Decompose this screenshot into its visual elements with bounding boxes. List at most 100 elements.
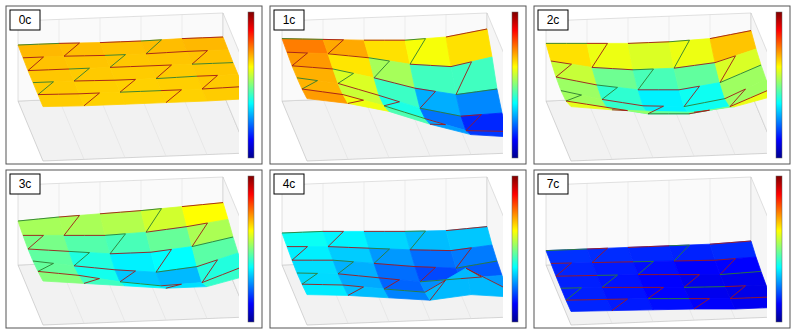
surface-cell <box>110 252 156 272</box>
panel-label: 3c <box>10 174 40 194</box>
label-box <box>538 174 568 194</box>
network-line <box>456 89 497 95</box>
network-line <box>602 99 643 105</box>
chart-root: 0c1c2c3c4c7c <box>0 0 794 333</box>
surface-cell <box>64 55 110 69</box>
surface-cell <box>730 297 767 309</box>
network-line <box>120 91 161 93</box>
network <box>282 29 503 131</box>
network-line <box>297 78 318 89</box>
network-line <box>379 278 400 289</box>
network-line <box>730 89 767 107</box>
network-line <box>297 273 318 284</box>
surface-cell <box>115 79 161 93</box>
network-line <box>456 261 497 268</box>
surface-cell <box>684 287 730 299</box>
network-line <box>592 67 633 69</box>
network-line <box>551 61 572 77</box>
network-line <box>59 215 80 235</box>
network-line <box>674 63 715 69</box>
network-line <box>23 57 44 71</box>
network-line <box>730 297 767 299</box>
panel: 3c <box>6 170 262 328</box>
network-line <box>720 65 761 83</box>
colorbar <box>512 12 518 158</box>
network-line <box>715 259 736 275</box>
surface-cell <box>628 246 674 262</box>
box <box>18 13 239 161</box>
box <box>282 177 503 325</box>
network-line <box>420 279 461 282</box>
network <box>546 241 767 311</box>
network-line <box>161 284 182 288</box>
surface-cell <box>669 244 715 261</box>
box-grid <box>59 99 84 159</box>
panel-label: 1c <box>274 10 304 30</box>
network-line <box>156 76 197 78</box>
network-line <box>633 261 654 274</box>
panel-label: 2c <box>538 10 568 30</box>
panel-frame <box>534 170 790 328</box>
box <box>282 13 503 161</box>
network-line <box>679 275 700 288</box>
surface-cell <box>74 80 120 94</box>
surface <box>282 29 503 137</box>
network-line <box>451 248 472 268</box>
surface-cell <box>192 63 238 77</box>
network-line <box>669 245 690 261</box>
surface-cell <box>302 89 348 103</box>
surface-cell <box>669 39 715 69</box>
network-line <box>607 107 628 110</box>
network-line <box>451 62 472 95</box>
surface-cell <box>587 247 633 262</box>
surface-cell <box>364 231 410 249</box>
surface-cell <box>23 56 69 70</box>
label-box <box>10 10 40 30</box>
surface-cell <box>415 267 461 282</box>
label-box <box>10 174 40 194</box>
surface-cell <box>79 275 125 285</box>
surface-cell <box>156 76 202 90</box>
network-line <box>633 69 654 90</box>
surface-cell <box>59 43 105 57</box>
network-line <box>146 227 187 233</box>
surface-cell <box>466 131 503 137</box>
network-line <box>410 249 451 251</box>
network-line <box>556 275 597 277</box>
surface-cell <box>100 211 146 236</box>
box <box>546 177 767 325</box>
colorbar <box>248 176 254 322</box>
surface-cell <box>146 51 192 65</box>
network-line <box>197 75 218 89</box>
network-line <box>59 43 80 56</box>
network-line <box>292 260 333 261</box>
network-line <box>566 299 607 301</box>
surface-cell <box>546 249 592 263</box>
network-line <box>561 91 582 101</box>
surface-cell <box>566 101 612 110</box>
network-line <box>33 82 54 95</box>
surface-cell <box>638 275 684 288</box>
surface-cell <box>297 273 343 285</box>
network-line <box>202 87 239 89</box>
box-grid <box>182 95 207 155</box>
network-line <box>461 268 482 278</box>
network-line <box>628 42 669 44</box>
network <box>282 227 503 301</box>
network-line <box>187 51 208 65</box>
surface-cell <box>302 284 348 295</box>
surface-cell <box>633 261 679 275</box>
network-line <box>110 66 151 68</box>
surface-cell <box>684 99 730 114</box>
network-line <box>405 231 426 250</box>
network-line <box>648 113 689 114</box>
network-line <box>141 209 162 233</box>
surface-cell <box>79 92 125 106</box>
network-line <box>364 231 405 232</box>
panel-frame <box>270 170 526 328</box>
surface-cell <box>689 107 735 114</box>
network-line <box>556 77 597 85</box>
surface-cell <box>602 287 648 299</box>
panel-title: 3c <box>19 177 32 191</box>
network-line <box>343 95 364 104</box>
